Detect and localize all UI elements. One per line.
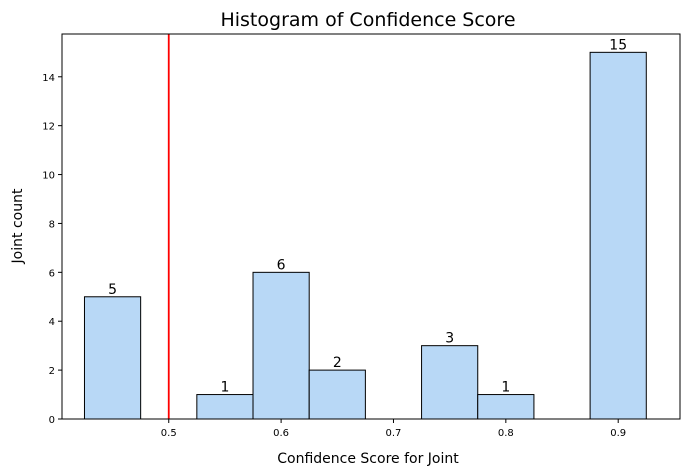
y-tick-label: 14 [42,73,55,84]
bar-count-label: 1 [220,380,229,396]
bar-count-label: 1 [501,380,510,396]
histogram-bar [308,369,366,420]
y-tick-label: 2 [49,366,55,377]
y-tick-label: 8 [49,219,55,230]
y-tick-label: 0 [49,415,55,426]
chart-title: Histogram of Confidence Score [220,9,515,31]
bar-count-label: 5 [108,282,117,298]
histogram-bar [196,394,254,420]
x-tick-label: 0.5 [161,428,177,439]
histogram-bar [83,296,142,420]
x-tick-label: 0.6 [273,428,289,439]
y-tick-label: 12 [42,122,55,133]
x-tick-label: 0.9 [610,428,626,439]
x-tick-label: 0.8 [498,428,514,439]
y-tick-label: 10 [42,171,55,182]
bar-count-label: 6 [277,257,286,273]
bar-count-label: 2 [333,355,342,371]
histogram-bar [252,271,310,420]
bar-count-label: 15 [609,37,627,53]
bar-count-label: 3 [445,331,454,347]
y-tick-label: 4 [49,317,55,328]
histogram-bar [477,394,535,420]
y-tick-label: 6 [49,268,55,279]
y-axis-title: Joint count [10,188,26,264]
histogram-bar [421,345,479,420]
plot-frame [61,33,681,420]
x-axis-title: Confidence Score for Joint [277,451,459,467]
x-tick-label: 0.7 [386,428,402,439]
histogram-bar [589,51,647,420]
